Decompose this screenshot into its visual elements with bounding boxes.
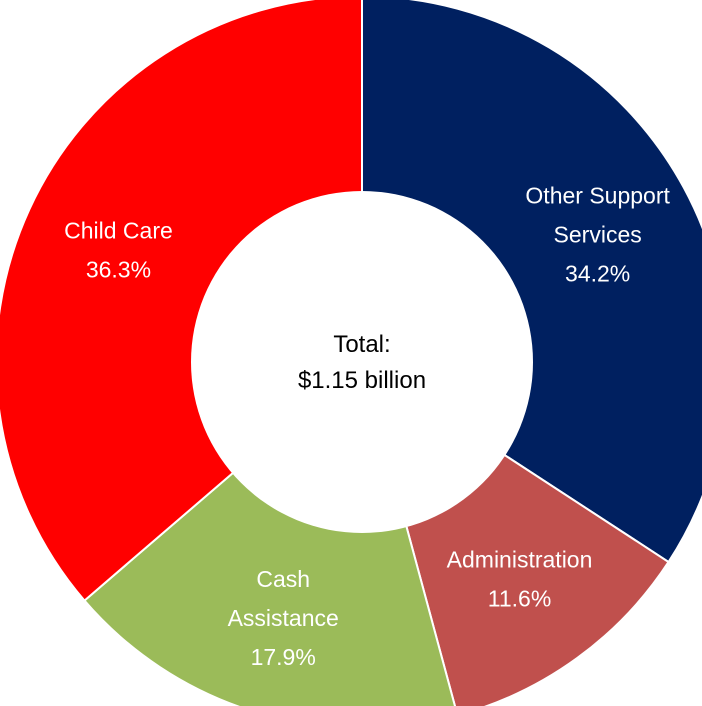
center-total-label: Total: $1.15 billion bbox=[298, 331, 426, 394]
slice-other-support-services bbox=[361, 0, 702, 564]
label-child-care: Child Care 36.3% bbox=[64, 218, 173, 283]
donut-hole bbox=[191, 191, 533, 533]
slice-child-care bbox=[0, 0, 363, 602]
slice-labels: Other Support Services 34.2% Administration… bbox=[64, 182, 670, 670]
label-other-support-services: Other Support Services 34.2% bbox=[525, 182, 670, 286]
label-administration: Administration 11.6% bbox=[447, 546, 593, 611]
label-cash-assistance: Cash Assistance 17.9% bbox=[228, 566, 339, 670]
